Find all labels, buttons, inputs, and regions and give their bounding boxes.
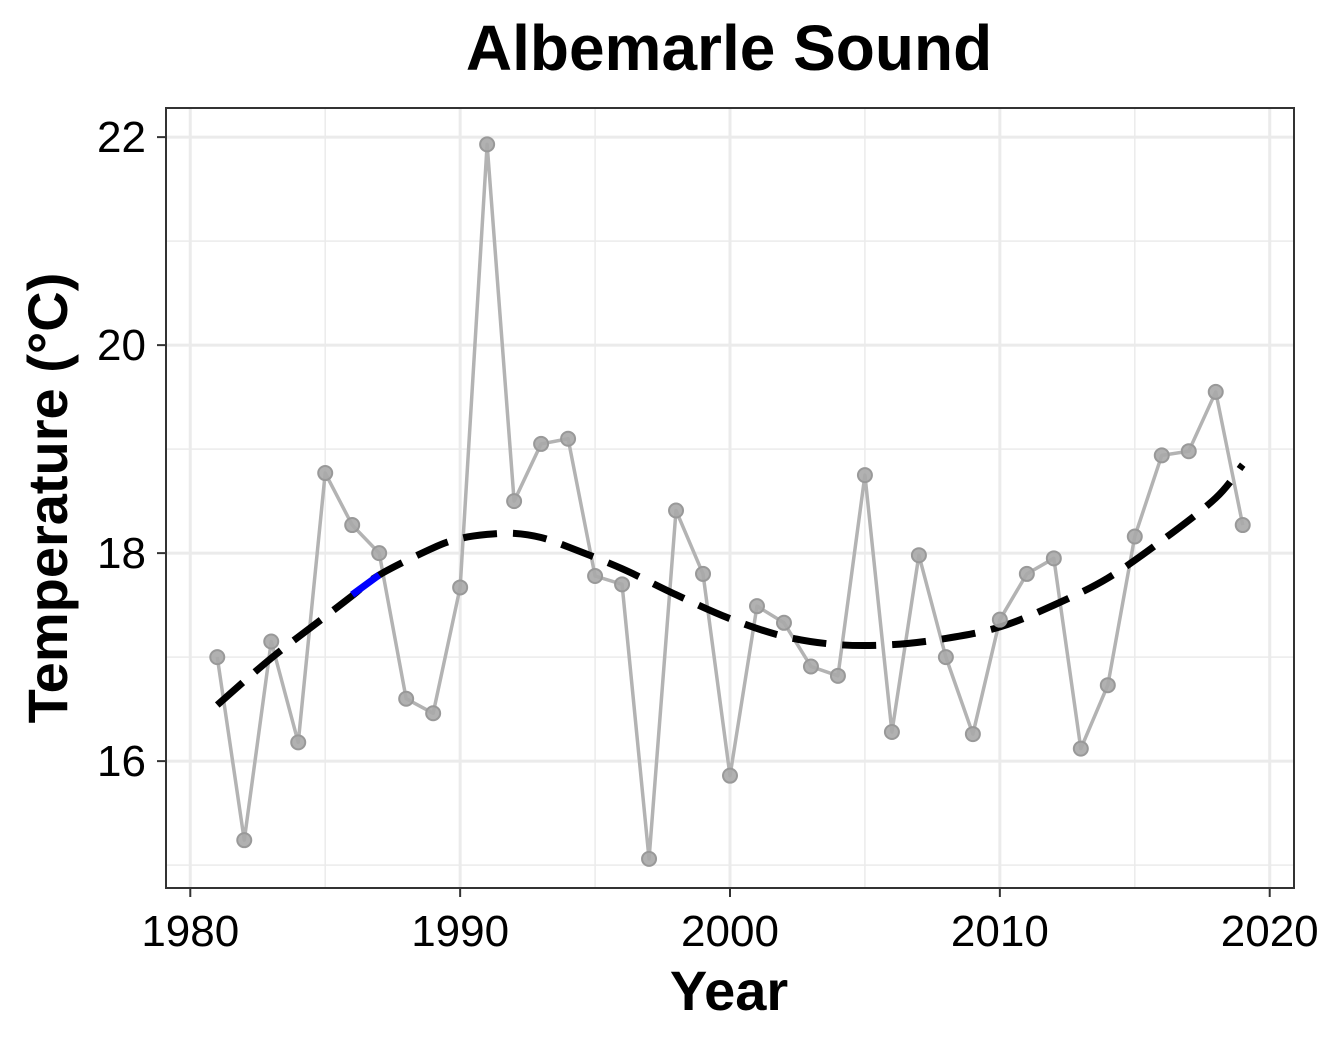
data-point — [641, 850, 658, 867]
data-point — [1072, 740, 1089, 757]
data-point — [1018, 565, 1035, 582]
data-point — [1207, 383, 1224, 400]
data-series — [209, 136, 1251, 867]
trend-dashed-line — [214, 462, 1246, 708]
data-point — [1126, 528, 1143, 545]
axis-ticks: 1980 1990 2000 2010 2020 16 18 20 22 — [97, 113, 1318, 956]
y-tick-label: 20 — [97, 321, 146, 370]
data-point — [1045, 550, 1062, 567]
grid-lines — [166, 108, 1294, 888]
data-point — [1099, 677, 1116, 694]
data-point — [1153, 447, 1170, 464]
data-point — [290, 734, 307, 751]
data-point — [425, 705, 442, 722]
x-axis-title: Year — [670, 959, 788, 1022]
chart-title: Albemarle Sound — [466, 12, 992, 84]
data-point — [209, 649, 226, 666]
data-point — [964, 726, 981, 743]
data-point — [1234, 517, 1251, 534]
data-point — [506, 493, 523, 510]
data-point — [371, 545, 388, 562]
data-point — [236, 832, 253, 849]
x-tick-label: 2020 — [1221, 907, 1318, 956]
x-tick-label: 1980 — [141, 907, 239, 956]
data-point — [560, 430, 577, 447]
data-point — [856, 467, 873, 484]
data-point — [263, 633, 280, 650]
x-tick-label: 2000 — [681, 907, 779, 956]
panel-border — [165, 107, 1295, 889]
data-point — [775, 614, 792, 631]
y-tick-label: 22 — [97, 113, 146, 162]
data-point — [533, 435, 550, 452]
data-point — [398, 690, 415, 707]
data-point — [829, 667, 846, 684]
data-point — [587, 568, 604, 584]
trend-highlight-segment — [350, 572, 382, 598]
data-point — [748, 598, 765, 615]
data-point — [695, 565, 712, 582]
data-point — [910, 547, 927, 564]
data-point — [722, 767, 738, 784]
data-point — [1180, 443, 1197, 460]
data-point — [344, 517, 361, 534]
data-point — [802, 658, 819, 675]
data-point — [991, 611, 1008, 628]
y-tick-label: 16 — [97, 737, 146, 786]
x-tick-label: 1990 — [411, 907, 509, 956]
data-point — [883, 724, 900, 740]
x-tick-label: 2010 — [951, 907, 1049, 956]
data-point — [614, 576, 631, 593]
y-tick-label: 18 — [97, 529, 146, 578]
data-point — [452, 579, 469, 596]
data-point — [317, 465, 334, 482]
data-point — [937, 649, 954, 666]
data-point — [479, 136, 496, 153]
data-point — [668, 502, 685, 519]
y-axis-title: Temperature (°C) — [16, 273, 79, 724]
